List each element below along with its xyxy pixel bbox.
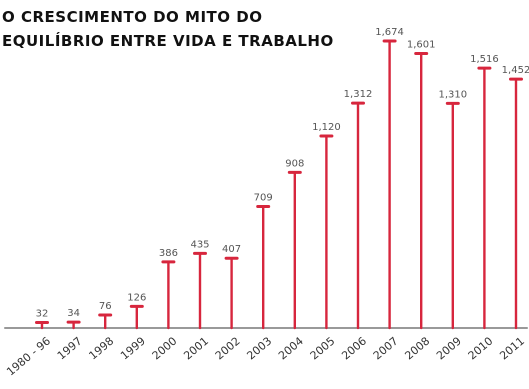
- data-label: 1,312: [344, 89, 373, 100]
- x-tick-label: 2006: [339, 334, 369, 362]
- x-tick-label: 2008: [402, 334, 432, 362]
- data-label: 386: [159, 248, 178, 259]
- x-tick-label: 2003: [244, 334, 274, 362]
- x-tick-label: 2004: [276, 334, 306, 362]
- x-tick-label: 1980 - 96: [4, 334, 53, 378]
- x-tick-label: 2007: [371, 334, 401, 362]
- data-label: 709: [254, 192, 273, 203]
- x-tick-label: 2002: [213, 334, 243, 362]
- data-label: 1,310: [438, 89, 467, 100]
- x-tick-label: 2005: [308, 334, 338, 362]
- data-label: 407: [222, 244, 241, 255]
- data-label: 1,452: [502, 65, 529, 76]
- x-tick-label: 2000: [150, 334, 180, 362]
- x-tick-label: 2011: [497, 334, 527, 362]
- x-tick-label: 1999: [118, 334, 148, 362]
- data-label: 1,674: [375, 27, 404, 38]
- data-label: 32: [36, 309, 49, 320]
- chart-title: O crescimento do mito do equilíbrio entr…: [2, 8, 334, 50]
- x-tick-label: 1997: [55, 334, 85, 362]
- data-label: 126: [127, 292, 146, 303]
- x-tick-label: 1998: [86, 334, 116, 362]
- x-tick-label: 2010: [466, 334, 496, 362]
- data-label: 76: [99, 301, 112, 312]
- x-tick-label: 2009: [434, 334, 464, 362]
- data-label: 1,120: [312, 122, 341, 133]
- x-tick-label: 2001: [181, 334, 211, 362]
- data-label: 34: [67, 308, 80, 319]
- data-label: 1,601: [407, 40, 436, 51]
- data-label: 435: [190, 239, 209, 250]
- data-label: 908: [285, 158, 304, 169]
- data-label: 1,516: [470, 54, 499, 65]
